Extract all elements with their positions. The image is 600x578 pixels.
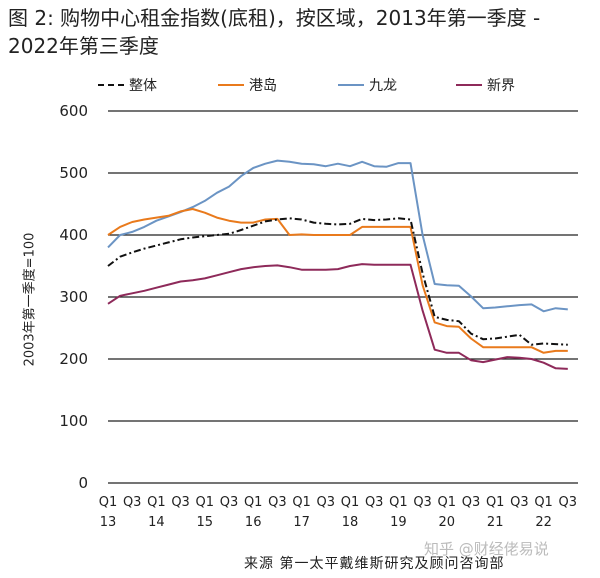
x-tick-label: Q1 (292, 495, 311, 510)
x-tick-label: Q1 (486, 495, 505, 510)
x-tick-year-label: 17 (293, 515, 310, 530)
x-tick-label: Q1 (196, 495, 215, 510)
x-tick-year-label: 13 (100, 515, 117, 530)
x-tick-label: Q3 (171, 495, 190, 510)
legend-swatch-kowloon (338, 84, 364, 86)
x-tick-label: Q1 (389, 495, 408, 510)
y-tick-label-600: 600 (59, 102, 88, 120)
legend-swatch-overall (98, 84, 124, 86)
legend-label-new-territories: 新界 (487, 78, 515, 94)
y-tick-label-0: 0 (78, 474, 88, 492)
legend-label-kowloon: 九龙 (369, 78, 397, 94)
legend-item-hk-island: 港岛 (218, 74, 277, 96)
x-tick-label: Q3 (268, 495, 287, 510)
legend-swatch-hk-island (218, 84, 244, 86)
x-tick-label: Q1 (147, 495, 166, 510)
x-tick-year-label: 15 (197, 515, 214, 530)
x-tick-label: Q3 (510, 495, 529, 510)
x-tick-year-label: 22 (535, 515, 552, 530)
x-tick-year-label: 20 (439, 515, 456, 530)
x-tick-year-label: 19 (390, 515, 407, 530)
watermark: 知乎 @财经佬易说 (424, 540, 549, 558)
legend-swatch-new-territories (456, 84, 482, 86)
x-tick-label: Q1 (534, 495, 553, 510)
x-tick-year-label: 18 (342, 515, 359, 530)
x-tick-label: Q3 (559, 495, 578, 510)
y-tick-label-400: 400 (59, 226, 88, 244)
legend-item-kowloon: 九龙 (338, 74, 397, 96)
x-tick-label: Q3 (123, 495, 142, 510)
legend-item-overall: 整体 (98, 74, 157, 96)
legend-label-overall: 整体 (129, 78, 157, 94)
legend-item-new-territories: 新界 (456, 74, 515, 96)
series-line-0 (107, 217, 568, 346)
x-tick-label: Q3 (317, 495, 336, 510)
y-tick-label-500: 500 (59, 164, 88, 182)
x-tick-label: Q3 (220, 495, 239, 510)
x-tick-label: Q3 (462, 495, 481, 510)
y-tick-label-200: 200 (59, 350, 88, 368)
chart-title: 图 2: 购物中心租金指数(底租)，按区域，2013年第一季度 - 2022年第… (8, 6, 541, 58)
x-tick-year-label: 16 (245, 515, 262, 530)
x-tick-label: Q1 (341, 495, 360, 510)
series-line-3 (107, 263, 568, 370)
x-tick-label: Q3 (413, 495, 432, 510)
source-note: 来源 第一太平戴维斯研究及顾问咨询部 (244, 556, 505, 572)
x-tick-label: Q1 (244, 495, 263, 510)
x-tick-label: Q1 (438, 495, 457, 510)
x-tick-year-label: 21 (487, 515, 504, 530)
x-tick-year-label: 14 (148, 515, 165, 530)
x-tick-label: Q3 (365, 495, 384, 510)
x-tick-label: Q1 (99, 495, 118, 510)
legend: 整体 港岛 九龙 新界 (0, 74, 600, 98)
y-tick-label-100: 100 (59, 412, 88, 430)
legend-label-hk-island: 港岛 (249, 78, 277, 94)
y-tick-label-300: 300 (59, 288, 88, 306)
series-line-1 (107, 208, 568, 354)
